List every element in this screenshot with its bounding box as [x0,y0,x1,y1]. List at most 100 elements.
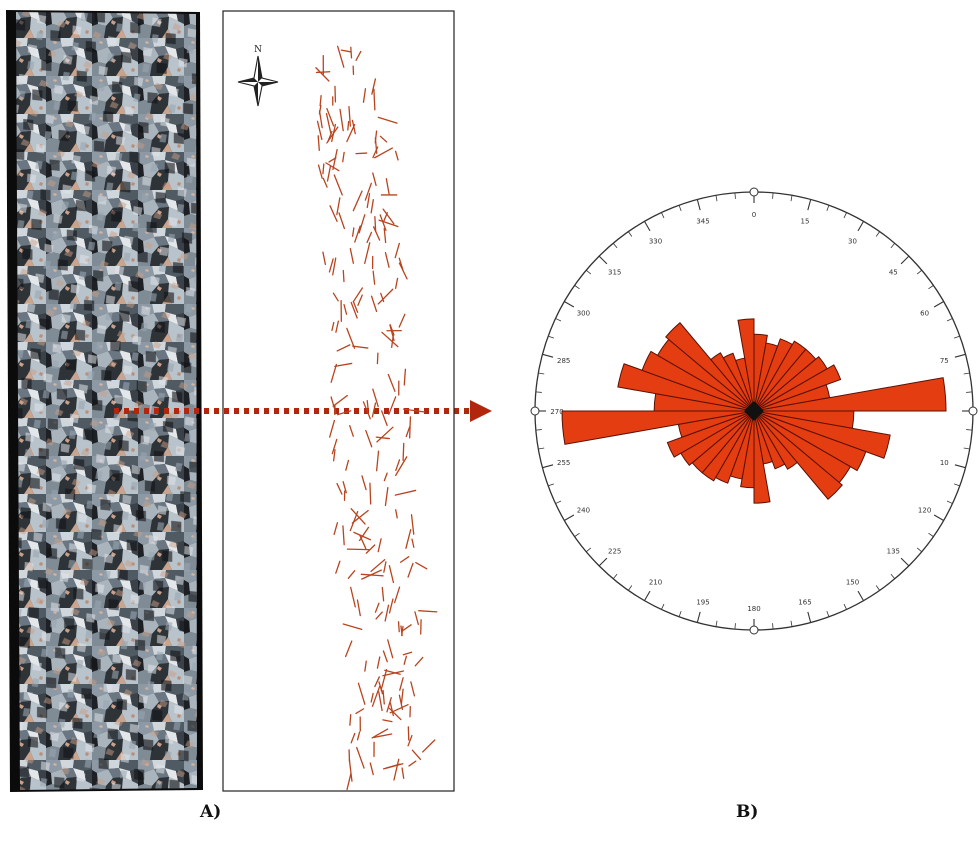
grain-trace [362,88,367,103]
grain-trace [349,425,354,437]
grain-trace [356,746,365,769]
rose-tick [946,318,953,322]
rose-tick [598,255,608,265]
grain-trace [365,429,373,448]
grain-trace [354,225,361,243]
grain-trace [385,178,390,195]
rose-tick [644,590,651,601]
grain-trace [403,368,407,386]
grain-trace [394,242,400,259]
rose-tick [555,318,562,322]
grain-trace [395,459,401,472]
grain-trace [384,251,390,268]
rose-tick [734,623,736,630]
grain-trace [382,689,385,705]
grain-trace [388,565,395,584]
grain-trace [375,450,380,472]
grain-trace [373,88,376,111]
grain-trace [318,104,322,115]
rose-tick [612,573,618,580]
grain-trace [422,739,436,753]
grain-trace [342,151,345,163]
grain-trace [352,190,363,212]
grain-trace [382,763,404,770]
grain-trace [347,120,350,131]
grain-trace [372,270,376,285]
grain-trace [408,760,417,767]
grain-trace [394,150,399,161]
panel-a-label: A) [200,802,222,822]
grain-trace [366,231,373,244]
north-label: N [254,45,262,55]
rose-direction-label: 180 [747,605,760,613]
grain-trace [349,714,352,726]
rose-petal [561,410,755,445]
grain-trace [326,107,335,127]
grain-trace [414,656,424,667]
grain-trace [366,399,369,411]
rose-direction-label: 345 [696,218,709,226]
grain-trace [402,442,405,462]
rose-tick [715,195,718,202]
rose-tick [857,590,864,601]
grain-trace [351,509,369,524]
rose-tick [900,557,910,567]
grain-trace [403,655,408,665]
grain-trace [322,251,327,266]
rose-direction-label: 315 [608,269,621,277]
grain-trace [384,669,401,675]
rose-direction-label: 135 [887,547,900,555]
rose-tick [875,231,880,237]
grain-trace [383,227,387,244]
rose-tick [826,611,830,617]
grain-trace [377,116,398,124]
rose-tick [628,231,633,237]
rose-direction-label: 285 [557,357,570,365]
grain-trace [355,50,362,61]
grain-trace [381,331,399,348]
grain-trace [387,639,394,659]
rose-direction-label: 210 [649,579,662,587]
rose-tick [585,547,592,553]
grain-trace [333,522,339,536]
grain-trace [383,472,388,482]
rose-tick [916,269,923,275]
grain-trace [380,669,388,691]
rose-tick [843,603,847,610]
rose-tick [933,301,944,308]
rose-tick [535,391,542,393]
grain-trace [340,49,352,53]
rose-tick [966,391,973,393]
rose-tick [900,255,910,265]
rose-petals [561,318,947,504]
grain-trace [328,258,334,273]
grain-trace [317,164,323,179]
rose-tick [954,335,960,339]
grain-trace [374,602,380,613]
rose-tick [954,483,960,487]
grain-trace [336,45,345,68]
grain-trace [377,288,394,305]
grain-trace [358,214,366,234]
grain-trace [374,130,378,144]
rose-direction-label: 195 [696,598,709,606]
rose-ticks [530,187,978,635]
rose-direction-label: 0 [752,211,756,219]
rose-petal [753,410,786,470]
grain-trace [407,734,413,747]
grain-trace [371,402,377,418]
grain-trace [315,67,330,82]
grain-trace [358,526,370,542]
grain-trace [393,758,400,781]
rose-petal [710,352,755,412]
grain-trace [357,682,366,705]
grain-trace [317,135,320,151]
grain-trace [316,120,323,140]
grain-trace [375,611,383,620]
rose-tick [807,199,812,211]
grain-trace [355,708,365,715]
grain-trace [339,108,344,132]
grain-trace [325,112,332,134]
rose-tick [890,573,896,580]
grain-trace [326,165,332,182]
